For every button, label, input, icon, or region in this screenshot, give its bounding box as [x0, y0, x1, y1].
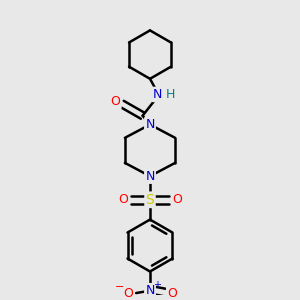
Text: N: N [145, 284, 155, 297]
Text: O: O [110, 95, 120, 108]
Text: N: N [145, 170, 155, 183]
Text: O: O [123, 286, 133, 300]
Text: −: − [115, 282, 124, 292]
Text: S: S [146, 193, 154, 207]
Text: +: + [153, 280, 161, 290]
Text: N: N [153, 88, 162, 101]
Text: O: O [118, 193, 128, 206]
Text: N: N [145, 118, 155, 131]
Text: H: H [165, 88, 175, 101]
Text: O: O [167, 286, 177, 300]
Text: O: O [172, 193, 182, 206]
